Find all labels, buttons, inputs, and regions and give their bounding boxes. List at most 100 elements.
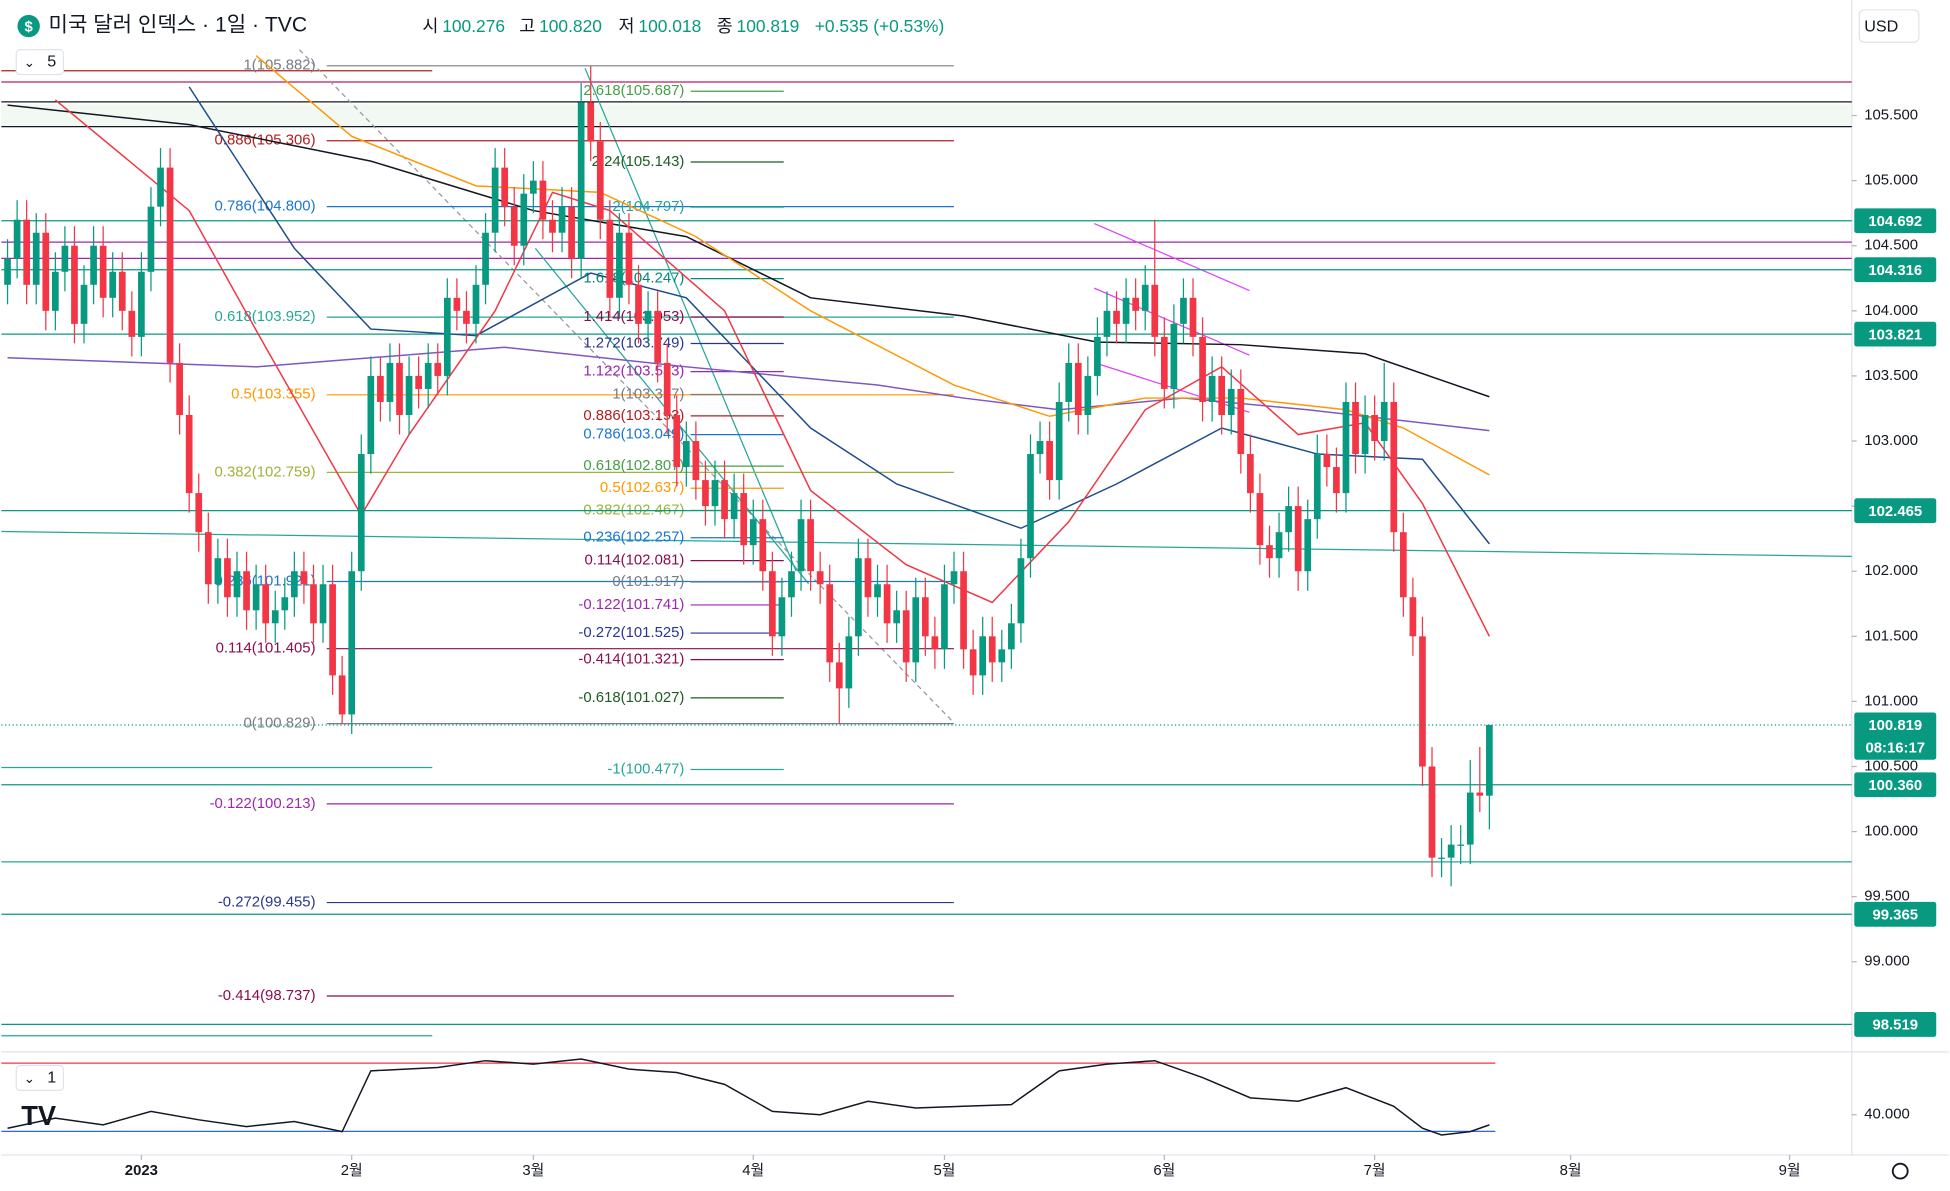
candle-body (434, 362, 442, 376)
candle-body (1122, 297, 1130, 324)
candle-body (1065, 362, 1073, 402)
candle-body (587, 102, 595, 142)
candle-body (960, 571, 967, 650)
candle-body (663, 362, 671, 415)
candle-body (921, 597, 929, 637)
fib-label: 2.618(105.687) (583, 83, 684, 99)
candle-body (1323, 454, 1331, 468)
last-price-tag (1854, 712, 1937, 760)
candle-body (281, 597, 289, 611)
fib-label: 0.618(102.807) (583, 458, 684, 474)
candle-body (1380, 401, 1388, 442)
candle-body (969, 649, 977, 676)
candle-body (405, 375, 413, 415)
y-tick-label: 104.000 (1864, 303, 1918, 319)
candle-body (1218, 375, 1226, 415)
symbol-icon (17, 14, 40, 38)
candle-body (338, 675, 346, 715)
candle-body (845, 636, 853, 689)
header-bg (1, 7, 399, 40)
fib-label: -0.414(98.737) (218, 988, 316, 1004)
price-tag-label: 99.365 (1872, 907, 1918, 923)
candle-body (1256, 493, 1264, 546)
currency[interactable]: USD (1864, 18, 1898, 36)
y-tick-label: 105.500 (1864, 107, 1918, 123)
y-tick-label: 104.500 (1864, 238, 1918, 254)
candle-body (682, 441, 690, 468)
candle-body (1438, 857, 1445, 859)
candle-body (367, 375, 375, 455)
candle-body (23, 219, 31, 285)
candle-body (1113, 310, 1120, 324)
candle-body (252, 584, 260, 611)
candle-body (310, 584, 317, 624)
candle-body (4, 258, 11, 285)
candle-body (1103, 310, 1111, 337)
fib-label: 0(101.917) (612, 574, 684, 590)
candle-body (1132, 297, 1139, 311)
trend-line (1, 530, 1852, 558)
candle-body (13, 219, 21, 259)
candle-body (931, 636, 939, 650)
fib-label: -0.122(101.741) (578, 597, 684, 613)
candle-body (52, 271, 59, 311)
candle-body (491, 167, 499, 233)
y-tick-label: 101.000 (1864, 693, 1918, 709)
ohlc-value: 100.820 (539, 16, 602, 36)
x-tick-label: 9월 (1779, 1162, 1801, 1179)
candle-body (1094, 336, 1101, 376)
candle-body (1247, 454, 1254, 494)
price-tag (1854, 208, 1937, 234)
currency-button[interactable] (1858, 9, 1920, 43)
moving-average (7, 104, 1490, 398)
trend-line (584, 68, 797, 572)
candle-body (99, 245, 107, 298)
candle-body (128, 310, 136, 337)
symbol-title[interactable]: 미국 달러 인덱스 · 1일 · TVC (49, 13, 308, 37)
ohlc-label: 저 (619, 16, 635, 36)
candle-body (721, 480, 728, 520)
settings-icon[interactable] (1891, 1162, 1909, 1180)
candle-body (80, 284, 88, 324)
ohlc-value: 100.018 (638, 16, 701, 36)
ohlc-label: 고 (519, 16, 535, 36)
price-tag-label: 103.821 (1868, 327, 1922, 343)
y-tick-label: 103.500 (1864, 368, 1918, 384)
candle-body (147, 206, 155, 272)
candle-body (530, 180, 537, 194)
x-tick-label: 5월 (933, 1162, 955, 1179)
fib-label: -0.618(101.027) (578, 690, 684, 706)
indicator-count[interactable]: 5 (47, 52, 56, 70)
candle-body (510, 206, 518, 246)
candle-body (1371, 414, 1378, 442)
candle-body (568, 206, 575, 259)
candle-body (396, 362, 403, 415)
price-tag (1854, 772, 1937, 798)
fib-label: 0.382(102.759) (215, 464, 316, 480)
price-tag-label: 102.465 (1868, 504, 1922, 520)
x-tick-label: 7월 (1364, 1162, 1386, 1179)
candle-body (1036, 441, 1044, 455)
candle-body (377, 375, 384, 402)
pane-toggle[interactable] (15, 1064, 65, 1092)
fib-label: 0.236(102.257) (583, 530, 684, 546)
candle-body (692, 441, 700, 481)
indicator-toggle[interactable] (15, 49, 65, 76)
candle-body (1275, 532, 1283, 559)
ohlc-value: 100.276 (442, 16, 505, 36)
pane-count[interactable]: 1 (47, 1068, 56, 1086)
fib-label: 1.414(103.953) (583, 309, 684, 325)
price-tag-label: 98.519 (1872, 1018, 1918, 1034)
candle-body (711, 480, 719, 507)
change: +0.535 (+0.53%) (815, 16, 944, 36)
ohlc-label: 종 (717, 16, 733, 36)
candle-body (549, 219, 556, 233)
candle-body (1046, 441, 1053, 481)
channel-line (1093, 222, 1250, 292)
candle-body (1457, 844, 1465, 846)
fib-label: 0.114(101.405) (216, 641, 316, 657)
candle-body (1237, 388, 1245, 455)
price-tag (1854, 321, 1937, 347)
candle-body (950, 571, 958, 585)
fib-label: 0(100.829) (244, 716, 316, 732)
